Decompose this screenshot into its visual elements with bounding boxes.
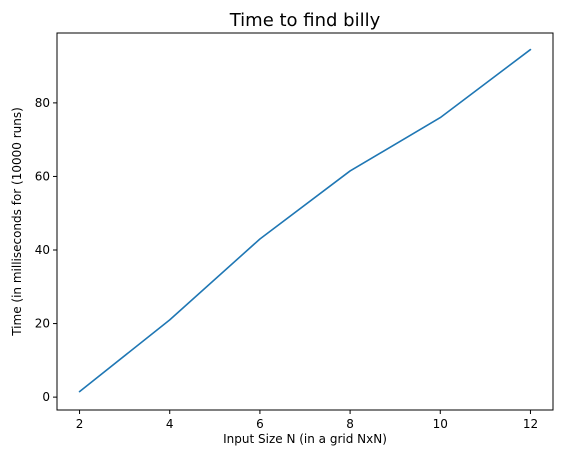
y-tick-label: 0 (42, 390, 50, 404)
x-tick-label: 2 (76, 417, 84, 431)
series-line (78, 48, 532, 393)
x-tick-label: 4 (166, 417, 174, 431)
y-tick-label: 60 (35, 169, 50, 183)
y-axis: 0 20 40 60 80 (35, 96, 57, 404)
plot-area (78, 48, 532, 393)
y-axis-label: Time (in milliseconds for (10000 runs) (10, 107, 24, 337)
chart-title: Time to find billy (229, 10, 381, 31)
plot-frame (56, 32, 554, 411)
x-tick-label: 8 (346, 417, 354, 431)
x-tick-label: 6 (256, 417, 264, 431)
x-tick-label: 12 (523, 417, 538, 431)
x-tick-label: 10 (433, 417, 448, 431)
y-tick-label: 20 (35, 317, 50, 331)
y-tick-label: 40 (35, 243, 50, 257)
y-tick-label: 80 (35, 96, 50, 110)
x-axis-label: Input Size N (in a grid NxN) (223, 432, 387, 446)
x-axis: 2 4 6 8 10 12 (76, 410, 538, 431)
